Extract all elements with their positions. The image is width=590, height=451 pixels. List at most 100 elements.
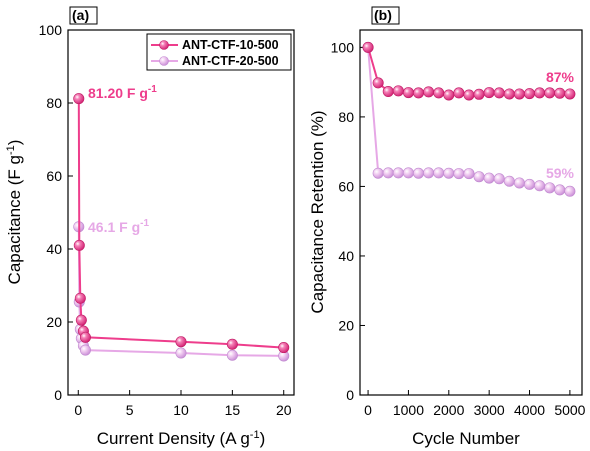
panel-b-y-tick-label: 40 bbox=[338, 248, 354, 264]
panel-b-series-2-point bbox=[564, 185, 576, 197]
panel-b-series-1-point bbox=[423, 86, 435, 98]
panel-b-series-1-point bbox=[493, 87, 505, 99]
panel-b-label-box bbox=[371, 6, 400, 25]
panel-b-series-2-point bbox=[524, 178, 536, 190]
panel-a: 0 5 10 15 20 0 20 40 60 80 100 (a) ANT-CTF-10-500 … bbox=[5, 6, 295, 448]
panel-b-x-tick-label: 5000 bbox=[554, 402, 585, 418]
panel-b-series-1-point bbox=[382, 86, 394, 98]
panel-b-x-tick-label: 1000 bbox=[393, 402, 424, 418]
panel-a-series-1-point bbox=[74, 292, 86, 304]
legend-marker-series-1 bbox=[159, 40, 169, 50]
panel-b-series-2-point bbox=[382, 167, 394, 179]
panel-a-series-1-point bbox=[75, 314, 87, 326]
panel-b-y-tick-label: 60 bbox=[338, 178, 354, 194]
panel-b-series-2-point bbox=[402, 167, 414, 179]
panel-b-series-1-point bbox=[463, 89, 475, 101]
panel-b-series-1-point bbox=[524, 88, 536, 100]
panel-b-series-1-point bbox=[392, 85, 404, 97]
legend-marker-series-2 bbox=[159, 56, 169, 66]
panel-b-ticks: 0 1000 2000 3000 4000 5000 0 20 40 60 80 100 bbox=[331, 39, 586, 418]
panel-a-y-tick-label: 40 bbox=[46, 241, 62, 257]
panel-b-series-2-point bbox=[554, 184, 566, 196]
panel-a-y-axis-title: Capacitance (F g-1) bbox=[5, 140, 24, 285]
panel-a-series-1-point bbox=[278, 342, 290, 354]
panel-b-series-1-point bbox=[433, 87, 445, 99]
panel-a-y-tick-label: 20 bbox=[46, 314, 62, 330]
panel-a-y-tick-label: 80 bbox=[46, 95, 62, 111]
panel-a-ticks: 0 5 10 15 20 0 20 40 60 80 100 bbox=[39, 22, 292, 418]
panel-b-y-tick-label: 100 bbox=[331, 39, 355, 55]
panel-b-series-1-point bbox=[554, 87, 566, 99]
panel-a-frame bbox=[67, 29, 295, 396]
panel-b-series-1-point bbox=[503, 88, 515, 100]
panel-b-series-2-point bbox=[503, 175, 515, 187]
panel-b-series-1-point bbox=[534, 87, 546, 99]
annotation-retention-series-1: 87% bbox=[546, 69, 575, 85]
panel-a-series bbox=[73, 93, 290, 362]
panel-b-x-tick-label: 2000 bbox=[433, 402, 464, 418]
panel-b-series-1-point bbox=[544, 87, 556, 99]
panel-b-series-1-point bbox=[483, 87, 495, 99]
panel-b: 0 1000 2000 3000 4000 5000 0 20 40 60 80 100 (b) 87… bbox=[308, 6, 586, 448]
panel-b-x-tick-label: 3000 bbox=[474, 402, 505, 418]
panel-a-x-tick-label: 0 bbox=[74, 402, 82, 418]
panel-b-x-tick-label: 0 bbox=[364, 402, 372, 418]
panel-b-series-2-point bbox=[483, 172, 495, 184]
panel-b-series-2-point bbox=[493, 173, 505, 185]
panel-b-x-axis-title: Cycle Number bbox=[412, 429, 520, 448]
panel-a-x-axis-title: Current Density (A g-1) bbox=[97, 429, 266, 448]
annotation-retention-series-2: 59% bbox=[546, 165, 575, 181]
panel-b-series-2-point bbox=[453, 168, 465, 180]
panel-b-series-2-point bbox=[413, 167, 425, 179]
panel-b-series-2-point bbox=[473, 171, 485, 183]
panel-b-series-1-point bbox=[443, 89, 455, 101]
panel-b-series-1-point bbox=[372, 77, 384, 89]
panel-b-series-2-point bbox=[372, 167, 384, 179]
panel-b-series-2-point bbox=[433, 167, 445, 179]
legend: ANT-CTF-10-500 ANT-CTF-20-500 bbox=[146, 33, 292, 71]
panel-a-series-2-point bbox=[226, 349, 238, 361]
panel-b-series bbox=[362, 41, 576, 197]
panel-a-y-tick-label: 0 bbox=[54, 387, 62, 403]
legend-label-series-2: ANT-CTF-20-500 bbox=[182, 54, 279, 68]
panel-a-series-1-point bbox=[73, 239, 85, 251]
legend-box bbox=[146, 33, 292, 71]
panel-a-x-tick-label: 20 bbox=[276, 402, 292, 418]
panel-a-x-tick-label: 10 bbox=[173, 402, 189, 418]
panel-b-series-2-point bbox=[423, 167, 435, 179]
panel-b-series-1-point bbox=[564, 88, 576, 100]
panel-a-series-1-point bbox=[226, 338, 238, 350]
panel-b-y-tick-label: 0 bbox=[346, 387, 354, 403]
panel-a-series-1-point bbox=[73, 93, 85, 105]
panel-a-label-box bbox=[69, 6, 98, 25]
annotation-peak-capacitance-series-1: 81.20 F g-1 bbox=[88, 84, 157, 101]
panel-a-y-tick-label: 60 bbox=[46, 168, 62, 184]
panel-a-series-2-point bbox=[175, 347, 187, 359]
panel-a-series-1-point bbox=[175, 336, 187, 348]
panel-b-y-axis-title: Capacitance Retention (%) bbox=[308, 110, 327, 313]
panel-b-series-2-point bbox=[443, 167, 455, 179]
panel-b-y-tick-label: 80 bbox=[338, 109, 354, 125]
panel-b-series-1-point bbox=[413, 87, 425, 99]
panel-a-x-tick-label: 5 bbox=[126, 402, 134, 418]
panel-b-x-tick-label: 4000 bbox=[514, 402, 545, 418]
panel-b-series-2-point bbox=[544, 182, 556, 194]
annotation-peak-capacitance-series-2: 46.1 F g-1 bbox=[88, 218, 149, 235]
panel-b-series-2-point bbox=[513, 177, 525, 189]
panel-a-x-tick-label: 15 bbox=[225, 402, 241, 418]
panel-b-series-2-point bbox=[534, 180, 546, 192]
panel-a-y-tick-label: 100 bbox=[39, 22, 63, 38]
panel-a-label: (a) bbox=[72, 7, 89, 23]
panel-b-series-2-point bbox=[392, 167, 404, 179]
panel-b-series-1-point bbox=[362, 41, 374, 53]
panel-b-series-1-point bbox=[473, 88, 485, 100]
panel-a-series-2-point bbox=[79, 344, 91, 356]
panel-b-y-tick-label: 20 bbox=[338, 317, 354, 333]
panel-b-series-1-point bbox=[453, 87, 465, 99]
panel-b-label: (b) bbox=[374, 7, 392, 23]
panel-b-series-2-point bbox=[463, 168, 475, 180]
panel-a-series-1-point bbox=[79, 331, 91, 343]
panel-b-frame bbox=[359, 29, 583, 396]
legend-label-series-1: ANT-CTF-10-500 bbox=[182, 38, 279, 52]
